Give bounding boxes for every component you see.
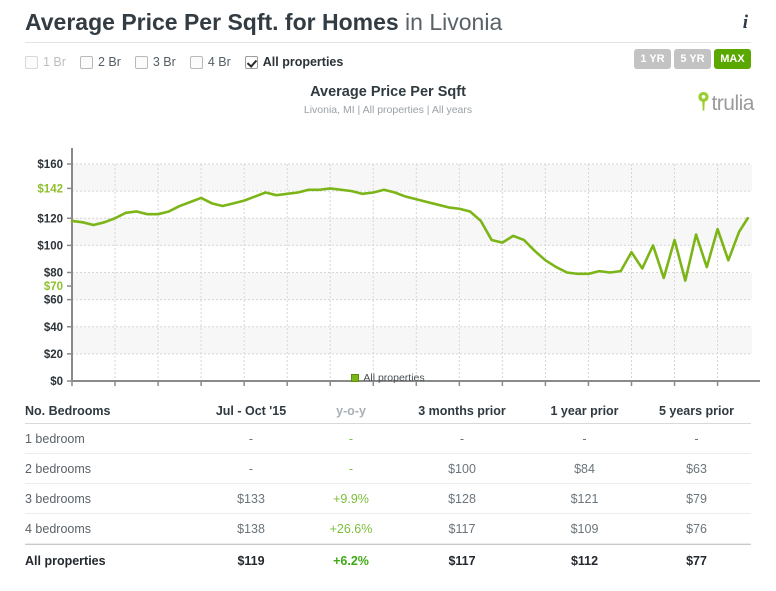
header-divider: [25, 42, 751, 43]
cell-3-months-prior: $117: [448, 553, 476, 568]
range-button-max[interactable]: MAX: [714, 49, 751, 69]
row-label: 2 bedrooms: [25, 461, 92, 476]
cell-5-years-prior: $63: [686, 461, 707, 476]
filter-bar: 1 Br 2 Br 3 Br 4 Br All properties 1 YR …: [0, 49, 776, 78]
bedroom-price-table: No. Bedrooms Jul - Oct '15 y-o-y 3 month…: [25, 398, 751, 576]
svg-text:$120: $120: [37, 213, 63, 225]
cell-5-years-prior: $77: [686, 553, 707, 568]
svg-text:$60: $60: [44, 295, 63, 307]
column-header-current: Jul - Oct '15: [215, 403, 287, 418]
table-header-row: No. Bedrooms Jul - Oct '15 y-o-y 3 month…: [25, 398, 751, 424]
row-label: All properties: [25, 553, 106, 568]
checkbox-box-icon: [134, 55, 148, 69]
chart-subtitle: Livonia, MI | All properties | All years: [303, 104, 473, 116]
filter-label-all-properties: All properties: [262, 55, 344, 69]
chart-legend: All properties: [0, 372, 776, 384]
column-header-yoy: y-o-y: [336, 403, 366, 418]
checkbox-checked-icon: [244, 55, 258, 69]
page-title-strong: Average Price Per Sqft. for Homes: [25, 9, 399, 35]
legend-swatch-icon: [351, 374, 360, 382]
cell-1-year-prior: $84: [574, 461, 595, 476]
table-row: 2 bedrooms - - $100 $84 $63: [25, 454, 751, 484]
cell-current: $119: [237, 553, 265, 568]
table-row: 4 bedrooms $138 +26.6% $117 $109 $76: [25, 514, 751, 544]
filter-checkbox-all-properties[interactable]: All properties: [244, 55, 344, 69]
row-label: 4 bedrooms: [25, 521, 92, 536]
filter-checkbox-3br[interactable]: 3 Br: [134, 55, 176, 69]
trulia-brand: trulia: [698, 92, 754, 116]
filter-label-4br: 4 Br: [207, 55, 231, 69]
cell-1-year-prior: $121: [570, 491, 599, 506]
svg-text:$40: $40: [44, 322, 63, 334]
cell-3-months-prior: $100: [448, 461, 476, 476]
cell-current: -: [248, 461, 254, 476]
range-button-5yr[interactable]: 5 YR: [674, 49, 711, 69]
time-range-group: 1 YR 5 YR MAX: [631, 49, 751, 69]
filter-label-1br: 1 Br: [43, 55, 66, 69]
cell-5-years-prior: $76: [686, 521, 707, 536]
checkbox-box-icon: [25, 55, 38, 69]
cell-yoy: -: [348, 431, 354, 446]
price-line-chart[interactable]: $0$20$40$60$70$80$100$120$142$1602000200…: [0, 120, 776, 402]
svg-text:$100: $100: [37, 240, 63, 252]
legend-label-all-properties: All properties: [363, 372, 425, 384]
column-header-3-months-prior: 3 months prior: [418, 403, 506, 418]
svg-text:$20: $20: [44, 349, 63, 361]
brand-wordmark: trulia: [711, 92, 754, 115]
page-title-location: in Livonia: [398, 9, 503, 35]
cell-3-months-prior: $117: [448, 521, 476, 536]
cell-3-months-prior: $128: [448, 491, 476, 506]
cell-current: -: [248, 431, 254, 446]
table-row: 1 bedroom - - - - -: [25, 424, 751, 454]
row-label: 1 bedroom: [25, 431, 85, 446]
column-header-bedrooms: No. Bedrooms: [25, 403, 111, 418]
column-header-1-year-prior: 1 year prior: [550, 403, 619, 418]
range-button-1yr[interactable]: 1 YR: [634, 49, 671, 69]
chart-title: Average Price Per Sqft: [310, 84, 466, 100]
chart-block: Average Price Per Sqft Livonia, MI | All…: [0, 84, 776, 402]
page-title: Average Price Per Sqft. for Homes in Liv…: [25, 8, 502, 36]
cell-current: $133: [237, 491, 265, 506]
cell-1-year-prior: $112: [570, 553, 599, 568]
widget-header: Average Price Per Sqft. for Homes in Liv…: [0, 0, 776, 44]
svg-text:$142: $142: [37, 183, 63, 195]
filter-checkbox-1br[interactable]: 1 Br: [25, 55, 66, 69]
svg-text:$70: $70: [44, 281, 63, 293]
row-label: 3 bedrooms: [25, 491, 92, 506]
filter-label-3br: 3 Br: [152, 55, 176, 69]
chart-plot-area[interactable]: $0$20$40$60$70$80$100$120$142$1602000200…: [0, 120, 776, 402]
checkbox-box-icon: [189, 55, 203, 69]
cell-1-year-prior: $109: [570, 521, 599, 536]
cell-5-years-prior: $79: [686, 491, 707, 506]
filter-checkbox-2br[interactable]: 2 Br: [79, 55, 121, 69]
bedroom-filter-group: 1 Br 2 Br 3 Br 4 Br All properties: [25, 50, 357, 74]
column-header-5-years-prior: 5 years prior: [658, 403, 735, 418]
filter-label-2br: 2 Br: [97, 55, 121, 69]
map-pin-icon: [698, 92, 710, 116]
table-total-row: All properties $119 +6.2% $117 $112 $77: [25, 544, 751, 576]
cell-yoy: -: [348, 461, 354, 476]
cell-yoy: +6.2%: [333, 553, 369, 568]
cell-1-year-prior: -: [582, 431, 587, 446]
cell-yoy: +9.9%: [333, 491, 369, 506]
svg-text:$80: $80: [44, 268, 63, 280]
cell-yoy: +26.6%: [329, 521, 373, 536]
filter-checkbox-4br[interactable]: 4 Br: [189, 55, 231, 69]
svg-text:$160: $160: [37, 159, 63, 171]
checkbox-box-icon: [79, 55, 93, 69]
table-row: 3 bedrooms $133 +9.9% $128 $121 $79: [25, 484, 751, 514]
info-icon[interactable]: i: [742, 12, 748, 33]
cell-5-years-prior: -: [694, 431, 699, 446]
svg-text:$0: $0: [50, 376, 63, 388]
cell-current: $138: [237, 521, 265, 536]
cell-3-months-prior: -: [459, 431, 465, 446]
